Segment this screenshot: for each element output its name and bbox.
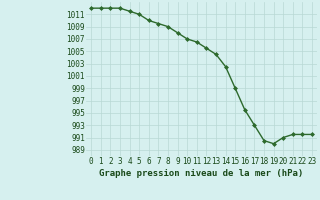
X-axis label: Graphe pression niveau de la mer (hPa): Graphe pression niveau de la mer (hPa)	[100, 169, 304, 178]
